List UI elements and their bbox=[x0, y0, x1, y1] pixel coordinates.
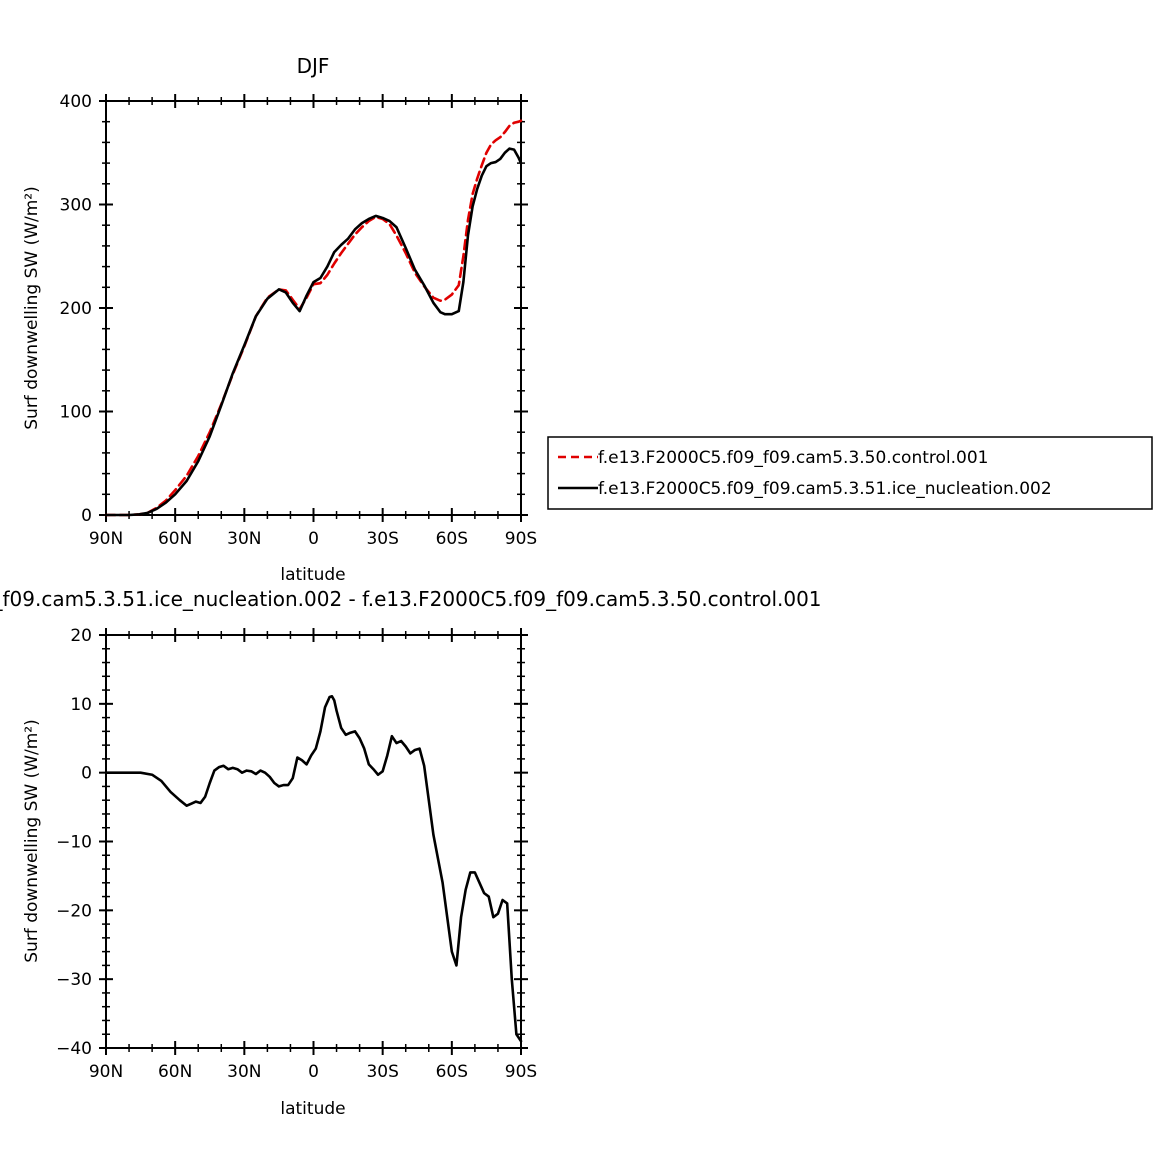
top-series-line-1 bbox=[104, 147, 523, 517]
bottom-panel: f.e13.F2000C5.f09_f09.cam5.3.51.ice_nucl… bbox=[0, 587, 822, 1119]
top-series-line-0 bbox=[104, 119, 523, 517]
top-y-tick-label: 100 bbox=[60, 403, 92, 423]
top-panel-title: DJF bbox=[297, 54, 330, 78]
top-series-layer bbox=[104, 119, 523, 517]
top-x-tick-label: 0 bbox=[308, 529, 319, 549]
bottom-y-tick-label: 20 bbox=[70, 626, 92, 646]
top-xlabel: latitude bbox=[280, 565, 345, 585]
bottom-panel-title: f.e13.F2000C5.f09_f09.cam5.3.51.ice_nucl… bbox=[0, 587, 822, 611]
bottom-y-tick-label: −20 bbox=[56, 901, 92, 921]
bottom-y-tick-label: −40 bbox=[56, 1039, 92, 1059]
bottom-y-tick-label: 10 bbox=[70, 695, 92, 715]
bottom-y-tick-label: −30 bbox=[56, 970, 92, 990]
bottom-x-tick-label: 30S bbox=[366, 1062, 398, 1082]
bottom-x-tick-label: 30N bbox=[227, 1062, 261, 1082]
top-panel: DJF 90N 60N 30N 0 30S 60S 90S 0 100 200 300 400 lat… bbox=[22, 54, 537, 585]
bottom-y-tick-label: 0 bbox=[81, 764, 92, 784]
top-x-tick-label: 90N bbox=[89, 529, 123, 549]
bottom-plot-frame bbox=[105, 634, 522, 1049]
top-y-tick-label: 0 bbox=[81, 506, 92, 526]
legend-box bbox=[547, 436, 1153, 510]
legend-label-control: f.e13.F2000C5.f09_f09.cam5.3.50.control.… bbox=[598, 448, 989, 468]
bottom-x-tick-label: 90N bbox=[89, 1062, 123, 1082]
bottom-ylabel: Surf downwelling SW (W/m²) bbox=[22, 719, 42, 963]
bottom-xlabel: latitude bbox=[280, 1099, 345, 1119]
bottom-series-layer bbox=[104, 694, 523, 1043]
bottom-x-tick-label: 0 bbox=[308, 1062, 319, 1082]
bottom-x-tick-label: 60N bbox=[158, 1062, 192, 1082]
top-y-tick-label: 400 bbox=[60, 92, 92, 112]
top-x-tick-label: 30S bbox=[366, 529, 398, 549]
bottom-x-tick-label: 90S bbox=[505, 1062, 537, 1082]
top-x-tick-label: 90S bbox=[505, 529, 537, 549]
top-y-tick-label: 300 bbox=[60, 196, 92, 216]
top-ylabel: Surf downwelling SW (W/m²) bbox=[22, 186, 42, 430]
top-x-tick-label: 60S bbox=[436, 529, 468, 549]
legend: f.e13.F2000C5.f09_f09.cam5.3.50.control.… bbox=[547, 436, 1153, 510]
bottom-x-tick-label: 60S bbox=[436, 1062, 468, 1082]
bottom-series-line-0 bbox=[104, 694, 523, 1043]
top-x-tick-label: 30N bbox=[227, 529, 261, 549]
bottom-axis-ticks: 90N 60N 30N 0 30S 60S 90S −40 −30 −20 −10 0 10 20 bbox=[56, 626, 537, 1082]
top-x-tick-label: 60N bbox=[158, 529, 192, 549]
bottom-y-tick-label: −10 bbox=[56, 833, 92, 853]
top-axis-ticks: 90N 60N 30N 0 30S 60S 90S 0 100 200 300 400 bbox=[60, 92, 538, 549]
legend-label-ice-nucleation: f.e13.F2000C5.f09_f09.cam5.3.51.ice_nucl… bbox=[598, 479, 1052, 499]
top-y-tick-label: 200 bbox=[60, 299, 92, 319]
